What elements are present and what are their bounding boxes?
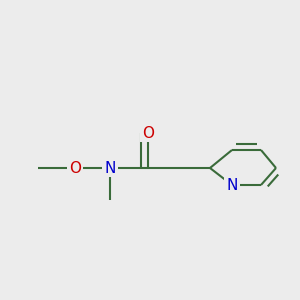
Text: N: N	[226, 178, 238, 193]
Text: O: O	[69, 160, 81, 175]
Text: O: O	[142, 125, 154, 140]
Text: N: N	[104, 160, 116, 175]
